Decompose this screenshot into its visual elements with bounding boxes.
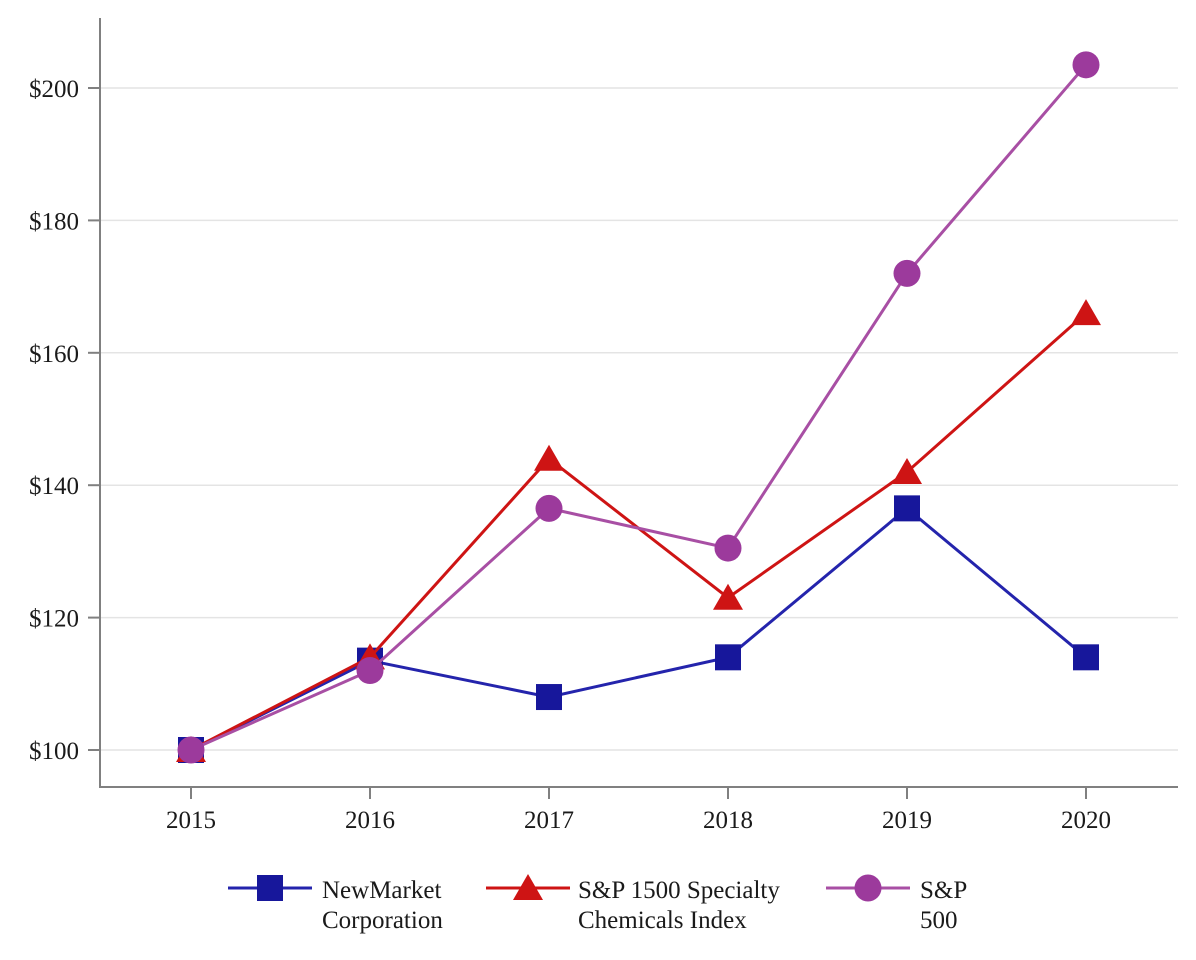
square-marker-2017	[536, 684, 562, 711]
square-marker-2019	[894, 495, 920, 522]
triangle-marker-2018	[713, 583, 743, 610]
circle-marker-2019	[893, 259, 921, 287]
circle-marker-2017	[535, 494, 563, 522]
series-line-newmarket	[190, 506, 1087, 752]
square-marker-2020	[1073, 644, 1099, 671]
legend-label: S&P	[920, 877, 967, 904]
legend-square-icon	[257, 875, 283, 901]
x-axis-tick-label: 2019	[882, 807, 932, 834]
circle-marker-2015	[177, 736, 205, 764]
series-line-sp500	[190, 63, 1088, 752]
legend-label: Corporation	[322, 907, 443, 934]
y-axis-tick-label: $180	[29, 208, 79, 235]
triangle-marker-2017	[534, 444, 564, 471]
legend-circle-icon	[854, 874, 882, 902]
x-axis-tick-label: 2020	[1061, 807, 1111, 834]
y-axis-tick-label: $100	[29, 738, 79, 765]
y-axis-tick-label: $200	[29, 76, 79, 103]
x-axis-tick-label: 2015	[166, 807, 216, 834]
legend-label: Chemicals Index	[578, 907, 747, 934]
legend-label: NewMarket	[322, 877, 441, 904]
y-axis-tick-label: $160	[29, 341, 79, 368]
legend-triangle-icon	[513, 874, 543, 900]
legend-label: S&P 1500 Specialty	[578, 877, 780, 904]
triangle-marker-2020	[1071, 299, 1101, 326]
x-axis-tick-label: 2018	[703, 807, 753, 834]
square-marker-2018	[715, 644, 741, 671]
y-axis-tick-label: $140	[29, 473, 79, 500]
x-axis-tick-label: 2017	[524, 807, 574, 834]
circle-marker-2020	[1072, 51, 1100, 79]
circle-marker-2016	[356, 657, 384, 685]
x-axis-tick-label: 2016	[345, 807, 395, 834]
legend-label: 500	[920, 907, 958, 934]
circle-marker-2018	[714, 534, 742, 562]
triangle-marker-2019	[892, 457, 922, 484]
y-axis-tick-label: $120	[29, 606, 79, 633]
